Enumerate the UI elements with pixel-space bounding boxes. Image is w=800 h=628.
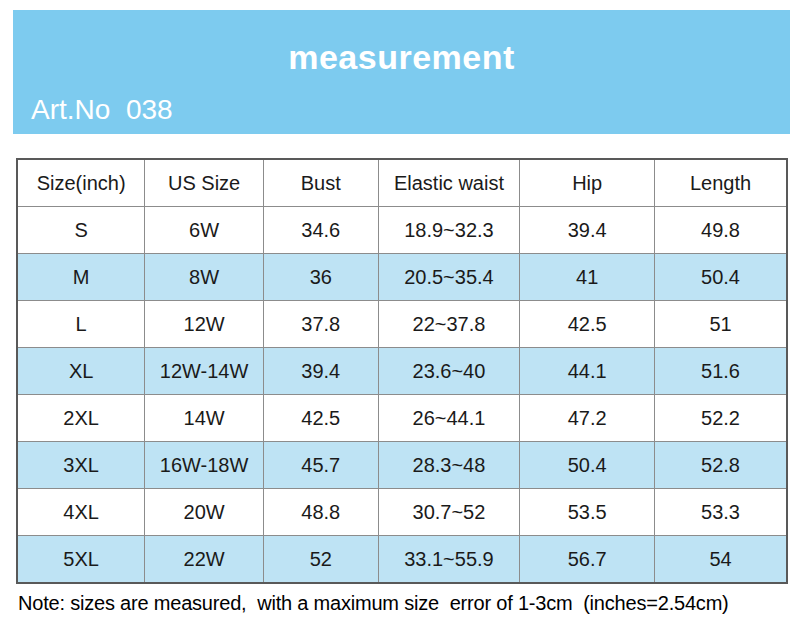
table-cell: 52.8: [655, 442, 787, 489]
table-row-2xl: 2XL 14W 42.5 26~44.1 47.2 52.2: [17, 395, 787, 442]
table-row-xl: XL 12W-14W 39.4 23.6~40 44.1 51.6: [17, 348, 787, 395]
table-cell: 51.6: [655, 348, 787, 395]
table-cell: 12W: [145, 301, 264, 348]
table-cell: 28.3~48: [378, 442, 520, 489]
table-cell: 52: [263, 536, 378, 584]
table-cell: 50.4: [520, 442, 655, 489]
table-cell: 2XL: [17, 395, 145, 442]
table-cell: 5XL: [17, 536, 145, 584]
art-number: Art.No 038: [31, 94, 173, 126]
table-cell: 39.4: [520, 207, 655, 254]
table-row-4xl: 4XL 20W 48.8 30.7~52 53.5 53.3: [17, 489, 787, 536]
table-cell: M: [17, 254, 145, 301]
table-cell: 3XL: [17, 442, 145, 489]
table-cell: 37.8: [263, 301, 378, 348]
table-cell: 51: [655, 301, 787, 348]
table-cell: 22W: [145, 536, 264, 584]
table-row-s: S 6W 34.6 18.9~32.3 39.4 49.8: [17, 207, 787, 254]
table-row-l: L 12W 37.8 22~37.8 42.5 51: [17, 301, 787, 348]
table-cell: 12W-14W: [145, 348, 264, 395]
table-cell: L: [17, 301, 145, 348]
table-cell: 33.1~55.9: [378, 536, 520, 584]
table-cell: 56.7: [520, 536, 655, 584]
table-cell: 6W: [145, 207, 264, 254]
column-header-bust: Bust: [263, 159, 378, 207]
table-row-m: M 8W 36 20.5~35.4 41 50.4: [17, 254, 787, 301]
table-cell: 54: [655, 536, 787, 584]
table-cell: 49.8: [655, 207, 787, 254]
table-row-5xl: 5XL 22W 52 33.1~55.9 56.7 54: [17, 536, 787, 584]
table-cell: 42.5: [520, 301, 655, 348]
table-cell: 53.3: [655, 489, 787, 536]
header-banner: measurement Art.No 038: [13, 10, 790, 134]
table-cell: 42.5: [263, 395, 378, 442]
table-cell: XL: [17, 348, 145, 395]
table-cell: 16W-18W: [145, 442, 264, 489]
column-header-elastic-waist: Elastic waist: [378, 159, 520, 207]
table-cell: 34.6: [263, 207, 378, 254]
table-cell: 48.8: [263, 489, 378, 536]
table-cell: 47.2: [520, 395, 655, 442]
table-cell: 22~37.8: [378, 301, 520, 348]
table-cell: S: [17, 207, 145, 254]
table-cell: 8W: [145, 254, 264, 301]
page-title: measurement: [13, 10, 790, 77]
table-cell: 36: [263, 254, 378, 301]
table-cell: 14W: [145, 395, 264, 442]
table-cell: 26~44.1: [378, 395, 520, 442]
table-cell: 44.1: [520, 348, 655, 395]
table-row-3xl: 3XL 16W-18W 45.7 28.3~48 50.4 52.8: [17, 442, 787, 489]
table-cell: 30.7~52: [378, 489, 520, 536]
column-header-hip: Hip: [520, 159, 655, 207]
table-cell: 18.9~32.3: [378, 207, 520, 254]
table-cell: 41: [520, 254, 655, 301]
table-cell: 45.7: [263, 442, 378, 489]
table-cell: 50.4: [655, 254, 787, 301]
table-cell: 53.5: [520, 489, 655, 536]
table-cell: 39.4: [263, 348, 378, 395]
table-cell: 52.2: [655, 395, 787, 442]
column-header-us-size: US Size: [145, 159, 264, 207]
table-cell: 20W: [145, 489, 264, 536]
column-header-size: Size(inch): [17, 159, 145, 207]
table-cell: 20.5~35.4: [378, 254, 520, 301]
note-text: Note: sizes are measured, with a maximum…: [18, 592, 729, 615]
table-header-row: Size(inch) US Size Bust Elastic waist Hi…: [17, 159, 787, 207]
measurement-table: Size(inch) US Size Bust Elastic waist Hi…: [16, 158, 788, 584]
table-cell: 4XL: [17, 489, 145, 536]
column-header-length: Length: [655, 159, 787, 207]
table-cell: 23.6~40: [378, 348, 520, 395]
